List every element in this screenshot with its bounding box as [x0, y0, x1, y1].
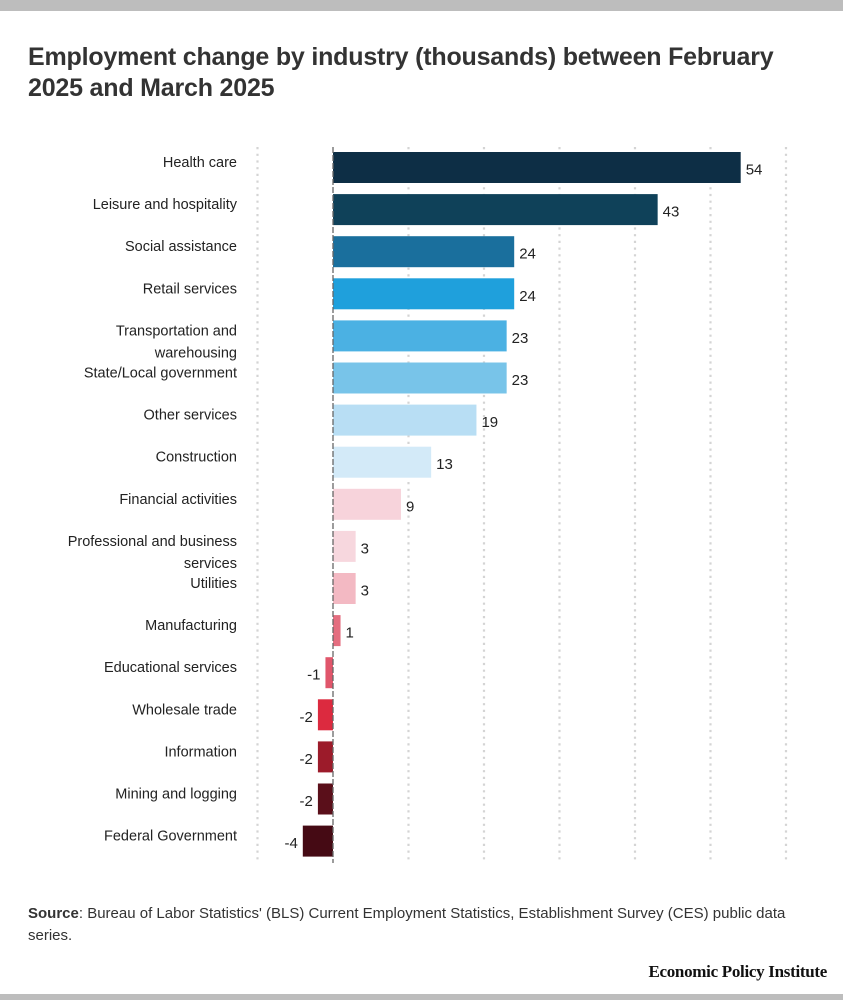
category-label: Utilities [190, 576, 237, 592]
source-label: Source [28, 905, 79, 922]
bar [333, 320, 507, 352]
data-label: 23 [512, 330, 529, 347]
category-label-line: Utilities [190, 576, 237, 592]
data-label: 54 [746, 162, 763, 179]
bar [333, 236, 515, 268]
category-label-line: warehousing [154, 345, 237, 361]
bar [333, 446, 432, 478]
bar [333, 152, 741, 183]
data-label: 9 [406, 498, 414, 515]
category-label: State/Local government [84, 366, 237, 382]
category-label-line: Leisure and hospitality [93, 197, 238, 213]
category-label: Financial activities [119, 492, 237, 508]
category-label-line: Mining and logging [115, 787, 237, 803]
category-label-line: Transportation and [116, 323, 237, 339]
data-label: 43 [663, 204, 680, 221]
source-text: : Bureau of Labor Statistics' (BLS) Curr… [28, 905, 786, 944]
category-label-line: Other services [144, 408, 237, 424]
bar [333, 615, 341, 647]
bar [333, 488, 401, 520]
data-label: -4 [284, 835, 297, 852]
bar [333, 530, 356, 562]
category-label-line: Health care [163, 155, 237, 171]
bar [333, 278, 515, 310]
data-label: -2 [300, 709, 313, 726]
bar [333, 404, 477, 436]
bar [317, 783, 333, 815]
category-label: Retail services [143, 281, 237, 297]
data-label: 3 [361, 583, 369, 600]
chart-title: Employment change by industry (thousands… [28, 43, 774, 102]
bottom-border [0, 994, 843, 1000]
data-label: 24 [519, 288, 536, 305]
category-label-line: Manufacturing [145, 618, 237, 634]
category-label-line: Financial activities [119, 492, 237, 508]
category-label: Professional and business services [68, 534, 237, 572]
category-label-line: Educational services [104, 660, 237, 676]
source-note: Source: Bureau of Labor Statistics' (BLS… [28, 903, 828, 947]
bar [333, 362, 507, 394]
category-label-line: State/Local government [84, 366, 237, 382]
data-label: -2 [300, 793, 313, 810]
data-label: -2 [300, 751, 313, 768]
category-label-line: services [184, 556, 237, 572]
category-label: Leisure and hospitality [93, 197, 238, 213]
data-label: 19 [481, 414, 498, 431]
top-border [0, 0, 843, 11]
bar [302, 825, 333, 857]
category-label-line: Information [164, 744, 237, 760]
category-label: Transportation and warehousing [116, 323, 237, 361]
category-label-line: Construction [156, 450, 237, 466]
category-label: Manufacturing [145, 618, 237, 634]
data-label: 1 [346, 625, 354, 642]
category-label: Wholesale trade [132, 702, 237, 718]
category-label: Construction [156, 450, 237, 466]
bar [333, 194, 658, 226]
bar [333, 573, 356, 604]
category-label: Educational services [104, 660, 237, 676]
category-label: Health care [163, 155, 237, 171]
data-label: 24 [519, 246, 536, 263]
category-label-line: Federal Government [104, 829, 237, 845]
category-label-line: Retail services [143, 281, 237, 297]
data-label: -1 [307, 667, 320, 684]
category-label: Social assistance [125, 239, 237, 255]
data-label: 3 [361, 540, 369, 557]
bar [325, 657, 333, 689]
brand-logo: Economic Policy Institute [648, 962, 827, 981]
category-label-line: Social assistance [125, 239, 237, 255]
category-label-line: Professional and business [68, 534, 237, 550]
data-label: 23 [512, 372, 529, 389]
category-label: Mining and logging [115, 787, 237, 803]
bar [317, 699, 333, 731]
category-label: Information [164, 744, 237, 760]
data-label: 13 [436, 456, 453, 473]
category-label: Other services [144, 408, 237, 424]
bar [317, 741, 333, 773]
category-label: Federal Government [104, 829, 237, 845]
category-label-line: Wholesale trade [132, 702, 237, 718]
